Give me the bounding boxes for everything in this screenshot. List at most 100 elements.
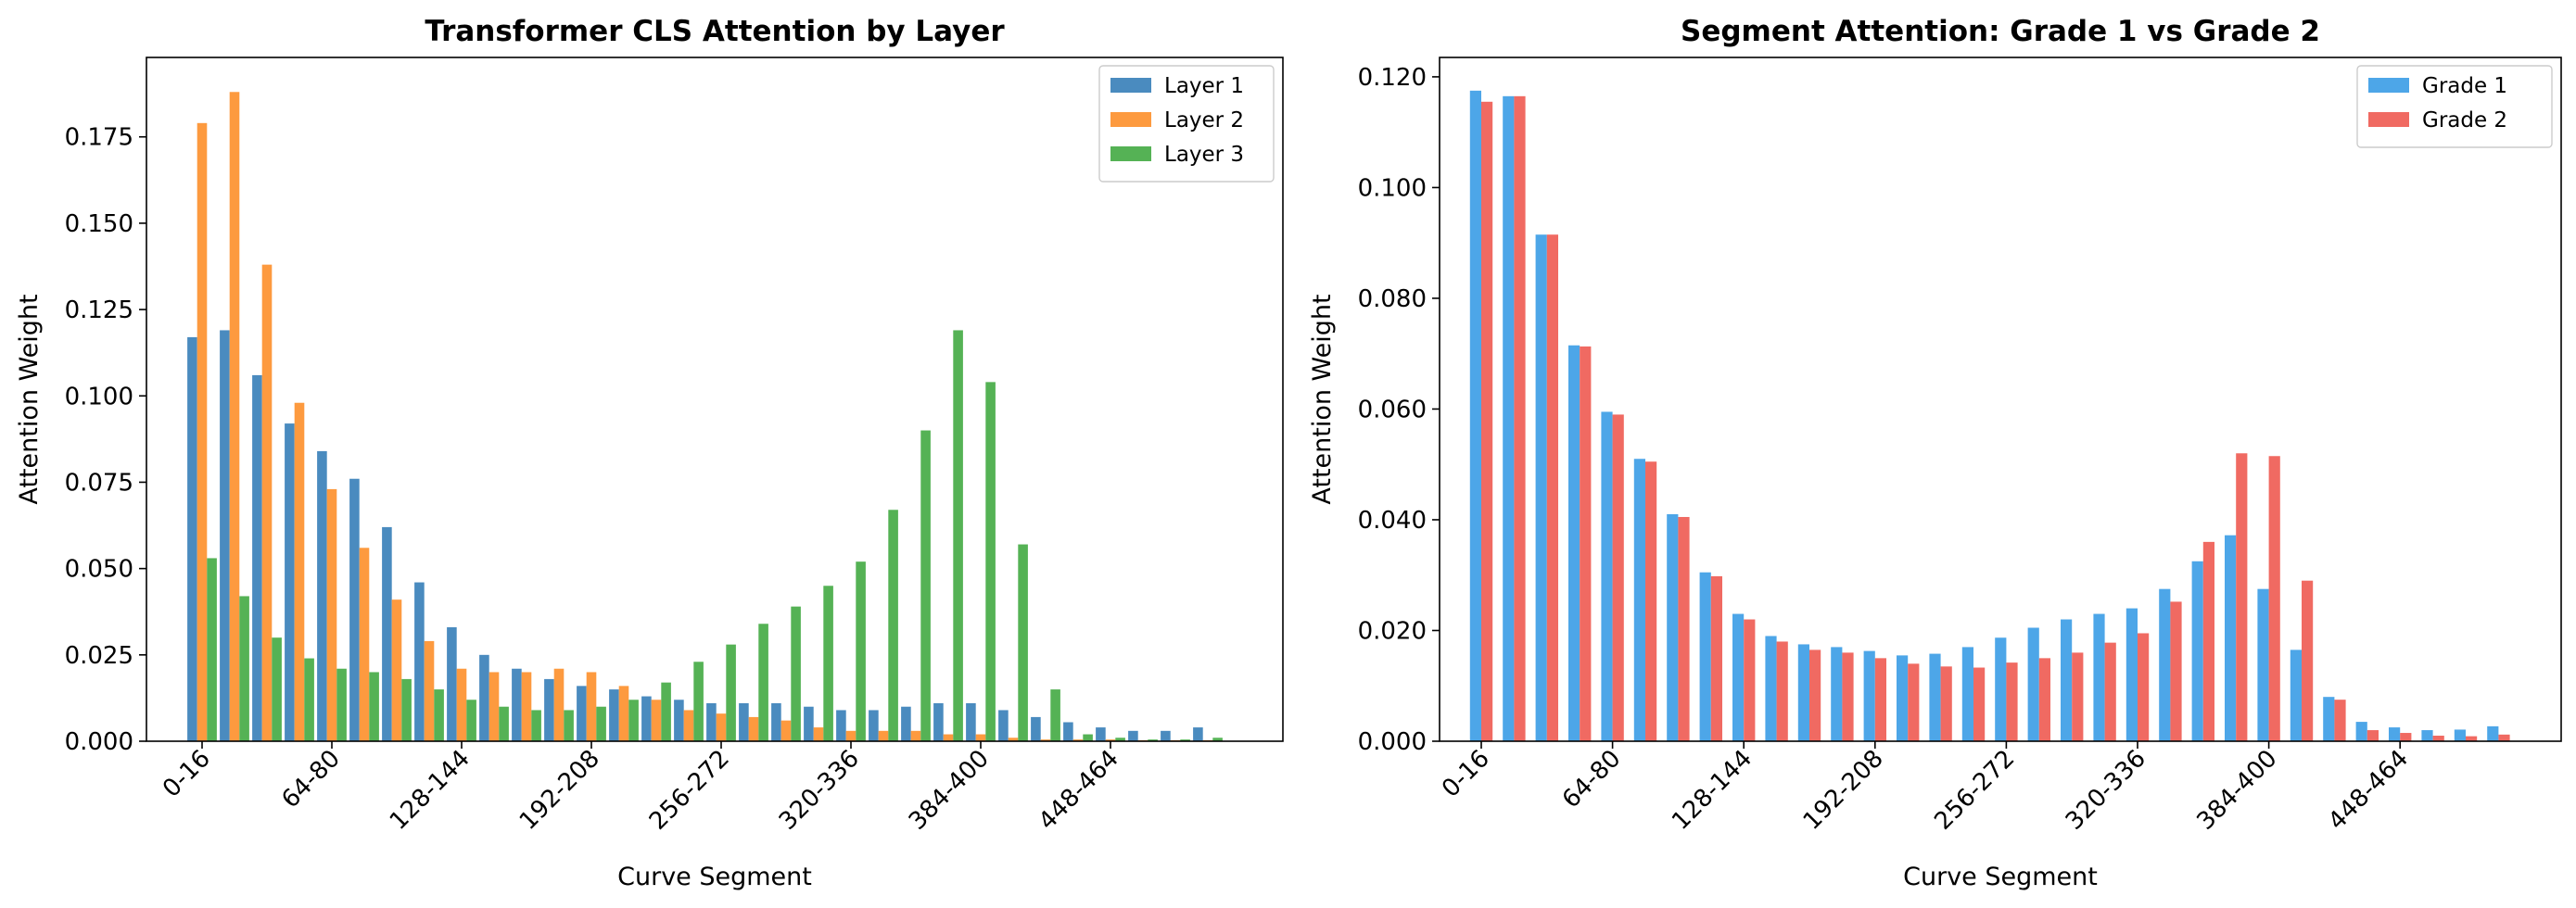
bar-layer-3 — [985, 382, 996, 741]
x-axis-label: Curve Segment — [617, 863, 812, 891]
bar-layer-3 — [693, 662, 704, 741]
bar-layer-3 — [272, 637, 282, 741]
bar-grade-1 — [1863, 650, 1875, 741]
legend-label: Grade 2 — [2422, 108, 2507, 132]
bar-grade-1 — [1831, 647, 1843, 741]
bar-grade-2 — [1580, 346, 1592, 741]
bar-layer-1 — [739, 703, 749, 741]
bar-grade-2 — [2466, 736, 2478, 741]
bar-grade-2 — [2334, 700, 2346, 741]
bar-layer-2 — [975, 734, 986, 741]
bar-layer-1 — [479, 654, 489, 741]
bar-grade-1 — [1503, 95, 1515, 741]
bar-layer-2 — [943, 734, 954, 741]
bar-layer-2 — [618, 686, 629, 741]
bar-grade-2 — [2072, 652, 2084, 741]
bar-layer-1 — [447, 627, 457, 741]
bar-layer-3 — [1050, 689, 1060, 741]
bar-grade-1 — [2093, 613, 2105, 741]
bar-layer-3 — [953, 330, 963, 741]
y-tick-label: 0.080 — [1358, 285, 1427, 313]
bar-grade-2 — [1481, 101, 1493, 741]
bar-grade-2 — [2268, 456, 2280, 741]
y-tick-label: 0.060 — [1358, 396, 1427, 423]
bar-grade-1 — [1601, 411, 1613, 741]
bar-grade-2 — [1776, 641, 1788, 741]
bar-layer-2 — [748, 716, 759, 741]
bar-layer-2 — [326, 488, 337, 741]
bar-layer-2 — [1105, 739, 1116, 741]
bar-layer-2 — [391, 599, 402, 741]
bar-grade-1 — [1732, 613, 1745, 741]
bar-grade-1 — [2027, 627, 2039, 741]
bar-layer-1 — [512, 668, 522, 741]
bar-grade-1 — [2323, 697, 2335, 741]
bar-layer-2 — [716, 713, 727, 741]
bar-layer-3 — [758, 624, 768, 741]
bar-layer-3 — [823, 586, 833, 741]
bar-layer-1 — [609, 689, 619, 741]
bar-grade-1 — [1897, 655, 1909, 741]
bar-layer-1 — [933, 703, 944, 741]
bar-grade-2 — [1645, 461, 1657, 741]
bar-grade-1 — [2126, 608, 2138, 741]
bar-layer-2 — [651, 700, 662, 741]
bar-grade-2 — [1612, 414, 1624, 741]
bar-layer-3 — [499, 706, 509, 741]
bar-layer-2 — [1008, 738, 1019, 741]
bar-layer-3 — [1083, 734, 1093, 741]
legend-label: Layer 2 — [1164, 108, 1244, 132]
legend-swatch — [2368, 112, 2409, 127]
bar-grade-1 — [2487, 725, 2499, 741]
bar-grade-2 — [2236, 453, 2248, 741]
bar-layer-3 — [531, 710, 541, 741]
bar-layer-3 — [888, 510, 898, 741]
plot-frame — [146, 57, 1284, 742]
bar-layer-1 — [901, 706, 911, 741]
bar-grade-1 — [1797, 644, 1809, 741]
y-tick-label: 0.125 — [65, 296, 133, 324]
bar-grade-2 — [1908, 663, 1920, 741]
bar-layer-3 — [1018, 544, 1028, 741]
bar-layer-2 — [780, 720, 792, 741]
bar-layer-3 — [1180, 739, 1190, 741]
bar-grade-1 — [1961, 647, 1973, 741]
bar-layer-1 — [317, 450, 327, 741]
bar-layer-3 — [596, 706, 606, 741]
y-tick-label: 0.100 — [1358, 174, 1427, 202]
bar-layer-1 — [414, 582, 425, 741]
bar-layer-1 — [1096, 727, 1106, 741]
bar-layer-2 — [489, 672, 500, 741]
bar-grade-1 — [1568, 345, 1580, 741]
y-axis-label: Attention Weight — [15, 294, 44, 504]
bar-layer-3 — [369, 672, 379, 741]
bar-layer-2 — [586, 672, 597, 741]
legend-swatch — [1110, 78, 1151, 93]
bar-layer-3 — [304, 658, 314, 741]
bar-grade-2 — [2498, 734, 2510, 741]
bar-grade-2 — [1809, 649, 1821, 741]
bar-layer-2 — [1072, 739, 1084, 741]
legend-label: Grade 1 — [2422, 74, 2507, 98]
bar-layer-1 — [577, 686, 587, 741]
bar-layer-1 — [998, 710, 1009, 741]
bar-grade-1 — [2257, 588, 2269, 741]
bar-layer-1 — [771, 703, 781, 741]
bar-grade-2 — [1940, 666, 1952, 741]
y-tick-label: 0.050 — [65, 556, 133, 584]
bar-grade-2 — [2006, 662, 2018, 741]
bar-grade-1 — [1699, 572, 1711, 741]
bar-layer-1 — [382, 526, 392, 741]
bar-layer-1 — [285, 423, 295, 741]
bar-layer-1 — [966, 703, 976, 741]
bar-grade-2 — [1744, 619, 1756, 741]
bar-layer-3 — [726, 644, 736, 741]
bar-grade-2 — [1874, 658, 1886, 741]
bar-layer-1 — [349, 478, 360, 741]
bar-grade-2 — [2432, 736, 2444, 741]
bar-layer-3 — [336, 668, 347, 741]
bar-layer-1 — [706, 703, 717, 741]
bar-grade-2 — [2104, 642, 2116, 741]
bar-layer-3 — [856, 561, 866, 741]
